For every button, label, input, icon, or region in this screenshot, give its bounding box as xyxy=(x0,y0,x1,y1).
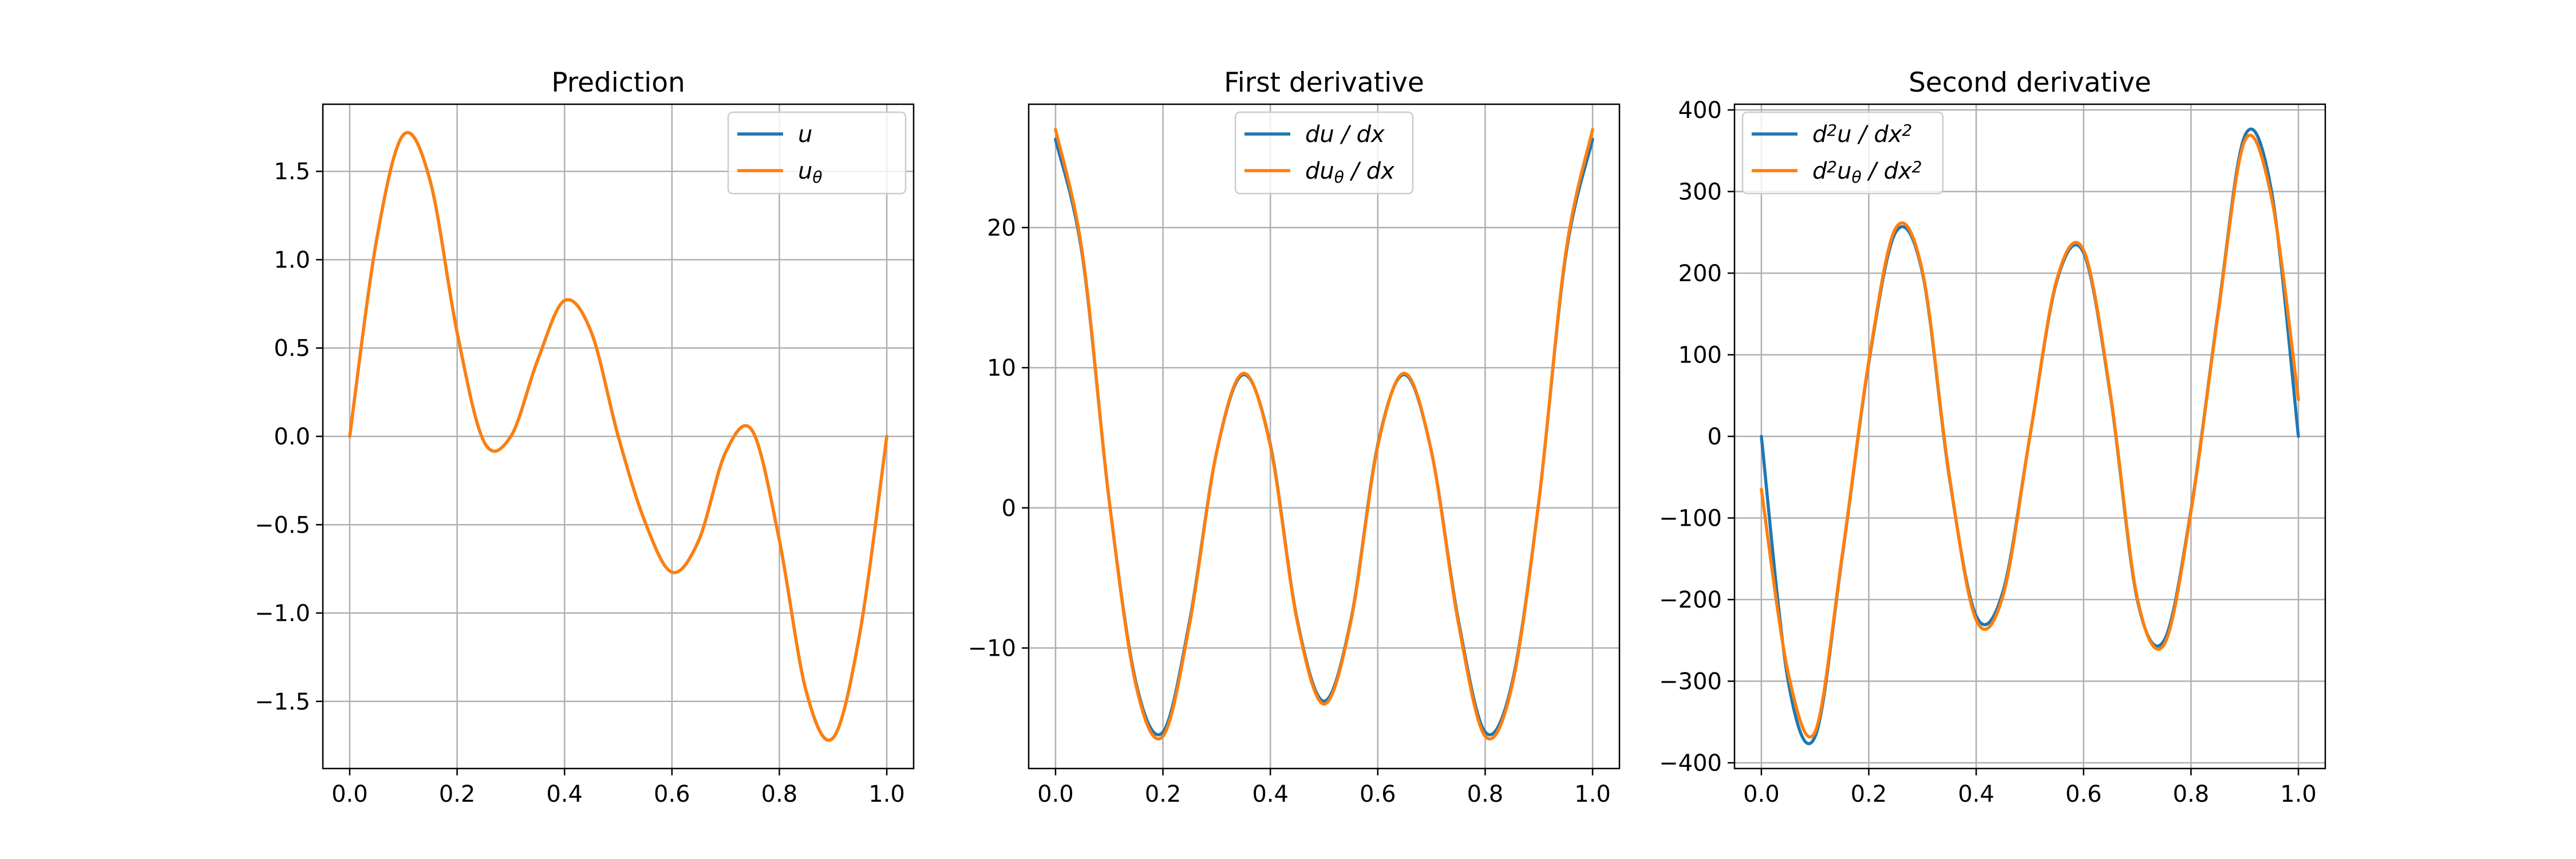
legend-label: uθ xyxy=(798,158,823,187)
y-tick-label: −200 xyxy=(1659,587,1722,613)
series-line-1 xyxy=(1054,137,1594,736)
legend-label-part: du / dx xyxy=(1305,121,1385,148)
y-tick-label: −400 xyxy=(1659,750,1722,777)
legend-label-part: / dx xyxy=(1344,158,1394,184)
x-tick-label: 0.6 xyxy=(1360,781,1396,807)
chart-title: Second derivative xyxy=(1909,67,2151,98)
legend-label: d2uθ / dx2 xyxy=(1812,157,1922,187)
legend-label-part: 2 xyxy=(1902,121,1913,140)
x-tick-label: 1.0 xyxy=(868,781,905,807)
x-tick-label: 0.8 xyxy=(761,781,798,807)
legend-label-part: u xyxy=(1837,158,1851,184)
y-tick-label: −10 xyxy=(968,636,1016,662)
x-tick-label: 0.6 xyxy=(654,781,690,807)
y-tick-label: 1.5 xyxy=(274,159,310,185)
x-tick-label: 0.2 xyxy=(1851,781,1887,807)
y-tick-label: 20 xyxy=(987,215,1016,241)
y-tick-label: 0.0 xyxy=(274,424,310,450)
y-tick-label: 100 xyxy=(1678,342,1722,368)
y-tick-label: 10 xyxy=(987,355,1016,381)
legend-label: duθ / dx xyxy=(1305,158,1394,187)
legend-label-part: d xyxy=(1812,121,1827,148)
legend-label-part: u / dx xyxy=(1837,121,1902,148)
y-tick-label: −0.5 xyxy=(255,512,310,538)
x-tick-label: 1.0 xyxy=(1574,781,1611,807)
series-line-2 xyxy=(348,131,888,742)
legend-label-part: 2 xyxy=(1912,157,1922,176)
legend-label-part: θ xyxy=(1334,168,1344,187)
y-tick-label: −1.5 xyxy=(255,689,310,715)
y-tick-label: 0 xyxy=(1708,424,1722,450)
y-tick-label: 0 xyxy=(1002,495,1016,522)
legend-label-part: u xyxy=(798,158,812,184)
legend-label-part: / dx xyxy=(1862,158,1912,184)
legend-label-part: u xyxy=(798,121,812,148)
x-tick-label: 0.4 xyxy=(546,781,583,807)
chart-title: First derivative xyxy=(1224,67,1424,98)
y-tick-label: 300 xyxy=(1678,179,1722,205)
y-tick-label: −100 xyxy=(1659,506,1722,532)
y-tick-label: −1.0 xyxy=(255,601,310,627)
legend-label-part: θ xyxy=(1852,168,1862,187)
x-tick-label: 0.6 xyxy=(2065,781,2102,807)
x-tick-label: 0.8 xyxy=(1467,781,1504,807)
series-line-2 xyxy=(1760,133,2300,739)
legend-label-part: du xyxy=(1305,158,1334,184)
x-tick-label: 0.4 xyxy=(1252,781,1289,807)
legend-label: d2u / dx2 xyxy=(1812,121,1912,148)
legend-label-part: θ xyxy=(812,168,822,187)
subplot-1: 0.0 0.2 0.4 0.6 0.8 1.0 1.5 1.0 0.5 0.0 −0.5 −1.0 −1… xyxy=(255,67,915,807)
x-tick-label: 0.8 xyxy=(2173,781,2210,807)
legend: uuθ xyxy=(727,111,907,195)
y-tick-label: 1.0 xyxy=(274,247,310,273)
series-line-2 xyxy=(1054,128,1594,740)
subplot-2: 0.0 0.2 0.4 0.6 0.8 1.0 20 10 0 −10 First derivati… xyxy=(968,67,1621,807)
legend-label-part: 2 xyxy=(1827,121,1837,140)
legend-label-part: d xyxy=(1812,158,1827,184)
x-tick-label: 0.4 xyxy=(1958,781,1994,807)
x-tick-label: 0.0 xyxy=(331,781,368,807)
y-tick-label: 200 xyxy=(1678,261,1722,287)
subplot-3: 0.0 0.2 0.4 0.6 0.8 1.0 400 300 200 100 0 −100 −200 −… xyxy=(1659,67,2326,807)
y-tick-label: −300 xyxy=(1659,669,1722,695)
x-tick-label: 0.2 xyxy=(439,781,476,807)
legend-label: u xyxy=(798,121,812,148)
y-tick-label: 400 xyxy=(1678,97,1722,124)
y-tick-label: 0.5 xyxy=(274,336,310,362)
x-tick-label: 0.0 xyxy=(1743,781,1780,807)
x-tick-label: 0.2 xyxy=(1145,781,1182,807)
plot-frame xyxy=(1028,103,1621,770)
x-tick-label: 1.0 xyxy=(2280,781,2317,807)
chart-title: Prediction xyxy=(551,67,685,98)
legend-label-part: 2 xyxy=(1827,157,1837,176)
legend-label: du / dx xyxy=(1305,121,1385,148)
x-tick-label: 0.0 xyxy=(1037,781,1074,807)
